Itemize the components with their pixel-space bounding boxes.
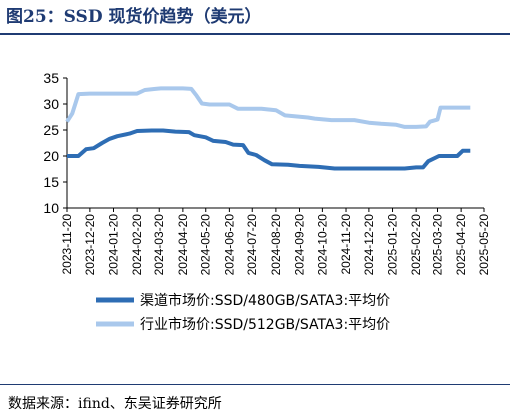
series-line-2 bbox=[65, 86, 471, 129]
x-tick-label: 2024-04-20 bbox=[176, 214, 190, 276]
x-tick-label: 2024-10-20 bbox=[315, 214, 329, 276]
x-tick-label: 2023-12-20 bbox=[83, 214, 97, 276]
legend-label-1: 渠道市场价:SSD/480GB/SATA3:平均价 bbox=[140, 292, 390, 309]
x-tick-label: 2024-05-20 bbox=[199, 214, 213, 276]
x-tick-label: 2024-03-20 bbox=[152, 214, 166, 276]
y-tick-label: 25 bbox=[43, 122, 59, 138]
x-tick-label: 2024-02-20 bbox=[130, 214, 144, 276]
x-tick-label: 2024-11-20 bbox=[339, 214, 353, 275]
y-tick-label: 10 bbox=[43, 200, 59, 216]
series-line-1 bbox=[67, 128, 471, 171]
y-tick-label: 30 bbox=[43, 96, 59, 112]
x-tick-label: 2025-04-20 bbox=[454, 214, 468, 276]
x-tick-label: 2025-03-20 bbox=[430, 214, 444, 276]
x-tick-label: 2024-06-20 bbox=[222, 214, 236, 276]
x-tick-label: 2025-05-20 bbox=[477, 214, 491, 276]
x-tick-label: 2024-12-20 bbox=[362, 214, 376, 276]
y-tick-label: 20 bbox=[43, 148, 59, 164]
source-note: 数据来源：ifind、东吴证券研究所 bbox=[8, 396, 222, 412]
line-chart: 10 15 20 25 30 35 2023-11-20 2023-12-20 2024-01-… bbox=[43, 70, 491, 333]
title-divider bbox=[0, 33, 510, 35]
x-tick-label: 2024-08-20 bbox=[269, 214, 283, 276]
x-tick-label: 2023-11-20 bbox=[60, 214, 74, 275]
chart-title: 图25：SSD 现货价趋势（美元） bbox=[6, 7, 262, 27]
x-tick-label: 2025-02-20 bbox=[409, 214, 423, 276]
x-tick-label: 2024-01-20 bbox=[107, 214, 121, 276]
legend-label-2: 行业市场价:SSD/512GB/SATA3:平均价 bbox=[140, 316, 390, 333]
x-tick-label: 2024-09-20 bbox=[293, 214, 307, 276]
x-tick-label: 2025-01-20 bbox=[386, 214, 400, 276]
y-tick-label: 15 bbox=[43, 174, 59, 190]
x-tick-label: 2024-07-20 bbox=[245, 214, 259, 276]
y-tick-label: 35 bbox=[43, 70, 59, 86]
source-divider bbox=[0, 384, 510, 385]
